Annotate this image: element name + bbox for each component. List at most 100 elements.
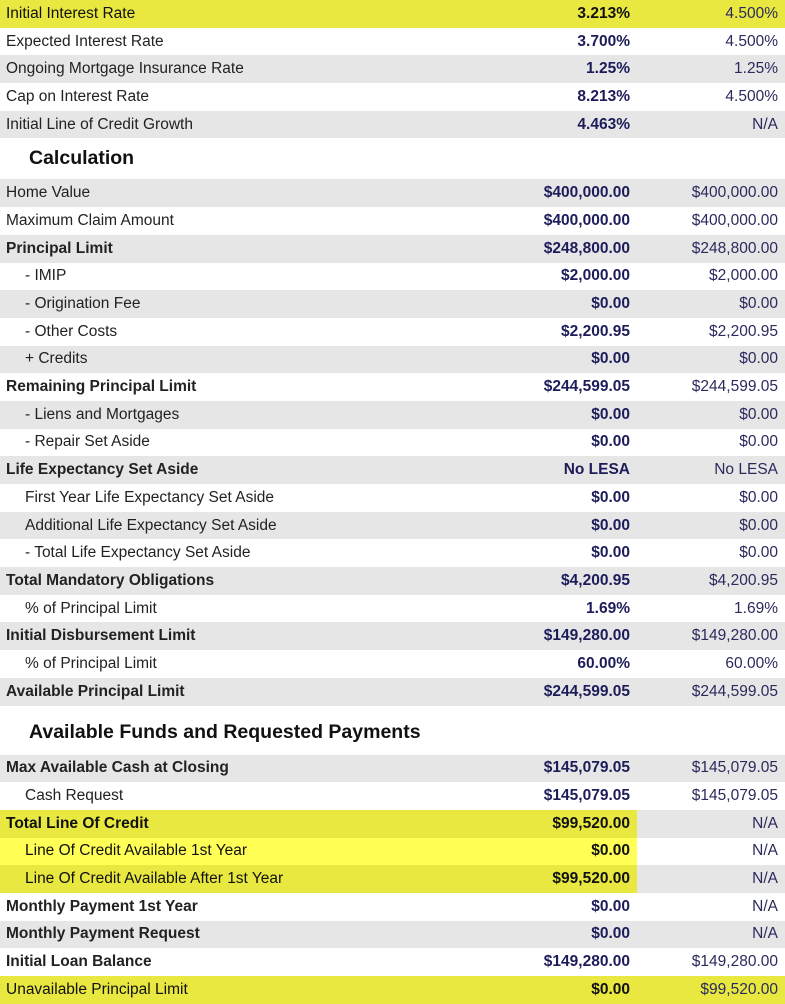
value-comparison: 4.500% <box>725 4 778 22</box>
value-comparison: N/A <box>752 842 778 860</box>
value-current: $4,200.95 <box>561 571 630 589</box>
value-comparison: N/A <box>752 897 778 915</box>
row-label: Monthly Payment Request <box>6 925 200 943</box>
value-comparison: $0.00 <box>739 433 778 451</box>
value-current: $400,000.00 <box>543 184 630 202</box>
row-label: Monthly Payment 1st Year <box>6 897 198 915</box>
rates-table: Initial Interest Rate 3.213% 4.500% Expecte… <box>0 0 785 139</box>
row-label: Line Of Credit Available After 1st Year <box>25 870 284 888</box>
row-label: % of Principal Limit <box>25 654 157 672</box>
table-row: Additional Life Expectancy Set Aside $0.0… <box>0 511 785 540</box>
row-label: Total Mandatory Obligations <box>6 571 215 589</box>
value-current: 3.213% <box>577 4 630 22</box>
table-row: Life Expectancy Set Aside No LESA No LESA <box>0 456 785 484</box>
table-row: Expected Interest Rate 3.700% 4.500% <box>0 27 785 56</box>
value-comparison: $2,000.00 <box>709 267 778 285</box>
table-row: - Other Costs $2,200.95 $2,200.95 <box>0 317 785 346</box>
table-row: Ongoing Mortgage Insurance Rate 1.25% 1.25… <box>0 55 785 84</box>
value-comparison: N/A <box>752 925 778 943</box>
value-current: 4.463% <box>577 115 630 133</box>
value-current: $149,280.00 <box>543 627 630 645</box>
value-comparison: $99,520.00 <box>700 980 778 998</box>
value-current: $0.00 <box>591 405 630 423</box>
value-comparison: 4.500% <box>725 87 778 105</box>
table-row: Remaining Principal Limit $244,599.05 $244… <box>0 373 785 401</box>
highlight-mark <box>0 865 637 893</box>
value-comparison: 60.00% <box>725 654 778 672</box>
table-row: - Total Life Expectancy Set Aside $0.00 $0… <box>0 539 785 568</box>
value-current: $0.00 <box>591 516 630 534</box>
table-row: Initial Interest Rate 3.213% 4.500% <box>0 0 785 28</box>
value-current: 1.25% <box>586 60 630 78</box>
table-row: First Year Life Expectancy Set Aside $0.0… <box>0 484 785 512</box>
row-label: - Repair Set Aside <box>25 433 150 451</box>
value-current: 1.69% <box>586 599 630 617</box>
highlight-mark <box>0 837 637 866</box>
value-current: $2,200.95 <box>561 322 630 340</box>
table-row: Cap on Interest Rate 8.213% 4.500% <box>0 83 785 111</box>
value-current: $0.00 <box>591 897 630 915</box>
funds-table: Max Available Cash at Closing $145,079.05… <box>0 754 785 1004</box>
row-label: Initial Interest Rate <box>6 4 136 22</box>
table-row: - Liens and Mortgages $0.00 $0.00 <box>0 400 785 429</box>
section-title-calculation: Calculation <box>29 147 135 170</box>
value-current: $99,520.00 <box>552 814 630 832</box>
table-row: Total Line Of Credit $99,520.00 N/A <box>0 809 785 838</box>
value-current: $99,520.00 <box>552 870 630 888</box>
table-row: Unavailable Principal Limit $0.00 $99,520.… <box>0 976 785 1004</box>
value-comparison: N/A <box>752 870 778 888</box>
value-comparison: $244,599.05 <box>691 378 778 396</box>
value-current: $149,280.00 <box>543 953 630 971</box>
value-comparison: $145,079.05 <box>691 787 778 805</box>
row-label: Max Available Cash at Closing <box>6 759 229 777</box>
value-comparison: $145,079.05 <box>691 759 778 777</box>
calculation-table: Home Value $400,000.00 $400,000.00 Maximum … <box>0 179 785 706</box>
row-label: Ongoing Mortgage Insurance Rate <box>6 60 244 78</box>
value-current: $244,599.05 <box>543 378 630 396</box>
value-current: $248,800.00 <box>543 239 630 257</box>
value-comparison: $4,200.95 <box>709 571 778 589</box>
table-row: % of Principal Limit 60.00% 60.00% <box>0 650 785 678</box>
value-current: $400,000.00 <box>543 211 630 229</box>
table-row: Available Principal Limit $244,599.05 $244… <box>0 677 785 706</box>
value-current: 3.700% <box>577 32 630 50</box>
value-current: $0.00 <box>591 350 630 368</box>
table-row: - Origination Fee $0.00 $0.00 <box>0 290 785 318</box>
highlight-mark <box>0 809 637 838</box>
table-row: Monthly Payment Request $0.00 N/A <box>0 920 785 949</box>
value-comparison: N/A <box>752 814 778 832</box>
table-row: + Credits $0.00 $0.00 <box>0 345 785 374</box>
row-label: Additional Life Expectancy Set Aside <box>25 516 277 534</box>
value-current: $0.00 <box>591 544 630 562</box>
table-row: % of Principal Limit 1.69% 1.69% <box>0 594 785 623</box>
value-comparison: $0.00 <box>739 488 778 506</box>
row-label: - Origination Fee <box>25 295 141 313</box>
row-label: - Total Life Expectancy Set Aside <box>25 544 251 562</box>
row-label: - IMIP <box>25 267 67 285</box>
table-row: Principal Limit $248,800.00 $248,800.00 <box>0 234 785 263</box>
row-label: Total Line Of Credit <box>6 814 149 832</box>
value-current: $0.00 <box>591 488 630 506</box>
value-comparison: $400,000.00 <box>691 184 778 202</box>
value-current: 8.213% <box>577 87 630 105</box>
value-current: $0.00 <box>591 842 630 860</box>
row-label: Maximum Claim Amount <box>6 211 174 229</box>
table-row: Max Available Cash at Closing $145,079.05… <box>0 754 785 783</box>
value-current: No LESA <box>563 461 630 479</box>
value-comparison: 1.25% <box>734 60 778 78</box>
row-label: First Year Life Expectancy Set Aside <box>25 488 274 506</box>
table-row: Initial Line of Credit Growth 4.463% N/A <box>0 110 785 139</box>
value-comparison: $0.00 <box>739 544 778 562</box>
table-row: Line Of Credit Available 1st Year $0.00 N/… <box>0 837 785 866</box>
value-comparison: $2,200.95 <box>709 322 778 340</box>
value-current: $145,079.05 <box>543 787 630 805</box>
value-current: $244,599.05 <box>543 682 630 700</box>
row-label: Life Expectancy Set Aside <box>6 461 199 479</box>
value-current: $0.00 <box>591 433 630 451</box>
value-comparison: No LESA <box>714 461 778 479</box>
row-label: Principal Limit <box>6 239 113 257</box>
row-label: Line Of Credit Available 1st Year <box>25 842 248 860</box>
section-title-funds: Available Funds and Requested Payments <box>29 720 421 743</box>
value-comparison: $149,280.00 <box>691 953 778 971</box>
table-row: Monthly Payment 1st Year $0.00 N/A <box>0 892 785 921</box>
